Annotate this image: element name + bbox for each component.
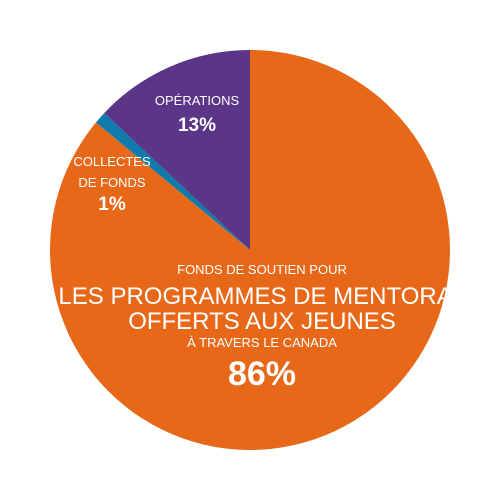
slice-label-group-funding: FONDS DE SOUTIEN POUR LES PROGRAMMES DE … [58,262,466,393]
slice-value-label: 86% [228,355,296,393]
slice-label-line: OPÉRATIONS [155,93,240,108]
slice-label-line: FONDS DE SOUTIEN POUR [177,262,347,277]
slice-value-label: 13% [178,115,216,136]
pie-slices [50,49,451,450]
slice-label-group-operations: OPÉRATIONS 13% [155,93,240,136]
slice-value-label: 1% [98,194,126,215]
slice-label-line: DE FONDS [78,175,146,190]
slice-label-line: OFFERTS AUX JEUNES [128,308,396,335]
slice-label-line: COLLECTES [73,154,151,169]
slice-label-line: À TRAVERS LE CANADA [187,335,337,350]
pie-slice-funding [50,49,451,450]
pie-slice-operations [104,50,251,250]
pie-slice-fundraising [95,113,251,250]
slice-label-line: LES PROGRAMMES DE MENTORAT [58,283,466,310]
slice-label-group-fundraising: COLLECTES DE FONDS 1% [73,154,151,215]
